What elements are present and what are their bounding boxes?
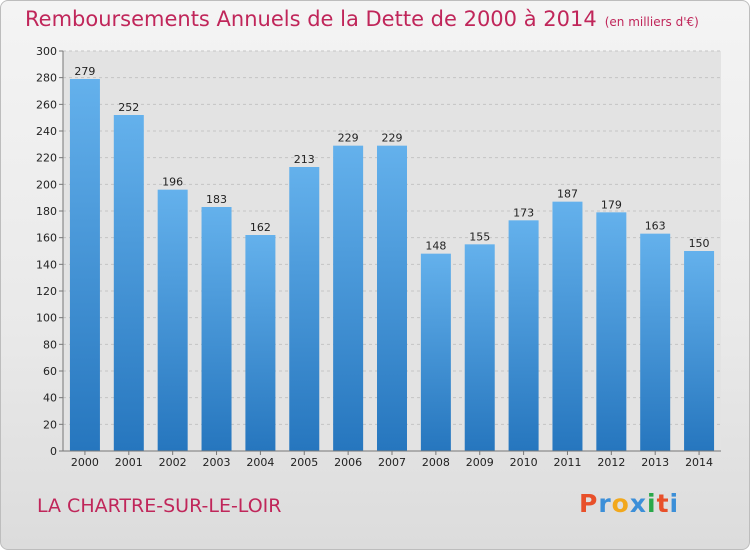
bar-value-label: 155 <box>469 230 490 243</box>
y-tick-label: 80 <box>43 338 57 351</box>
y-tick-label: 0 <box>50 445 57 458</box>
x-tick-label: 2005 <box>290 456 318 469</box>
bar-value-label: 252 <box>118 101 139 114</box>
y-axis: 0 20 40 60 80 100 120 140 160 180 200 220 240 260 280 3… <box>36 45 64 458</box>
logo-letter: t <box>656 489 670 518</box>
chart-title: Remboursements Annuels de la Dette de 20… <box>25 7 699 31</box>
y-tick-label: 100 <box>36 312 57 325</box>
bars: 279 252 196 183 162 213 229 229 148 155 173 187 179 1… <box>69 65 715 451</box>
bar-value-label: 229 <box>338 132 359 145</box>
x-tick-label: 2011 <box>553 456 581 469</box>
x-tick-label: 2000 <box>71 456 99 469</box>
x-axis: 2000 2001 2002 2003 2004 2005 2006 2007 2008 2009… <box>63 450 721 469</box>
y-tick-label: 140 <box>36 258 57 271</box>
logo-letter: P <box>579 489 599 518</box>
bar <box>508 220 539 451</box>
commune-name: LA CHARTRE-SUR-LE-LOIR <box>37 495 282 517</box>
bar-value-label: 213 <box>294 153 315 166</box>
bar-value-label: 229 <box>382 132 403 145</box>
x-tick-label: 2008 <box>422 456 450 469</box>
bar <box>69 79 100 451</box>
y-tick-label: 300 <box>36 45 57 58</box>
y-tick-label: 40 <box>43 392 57 405</box>
bar <box>377 145 407 451</box>
bar-value-label: 150 <box>689 237 710 250</box>
logo-letter: i <box>647 489 657 518</box>
chart-title-text: Remboursements Annuels de la Dette de 20… <box>25 7 597 31</box>
chart-subtitle: (en milliers d'€) <box>604 15 699 29</box>
bar <box>640 233 671 451</box>
x-tick-label: 2001 <box>115 456 143 469</box>
logo-letter: x <box>629 489 647 518</box>
x-tick-label: 2006 <box>334 456 362 469</box>
y-tick-label: 60 <box>43 365 57 378</box>
y-tick-label: 20 <box>43 418 57 431</box>
x-tick-label: 2007 <box>378 456 406 469</box>
bar <box>684 251 715 451</box>
proxiti-logo: Proxiti <box>579 489 679 518</box>
bar <box>596 212 627 451</box>
bar-value-label: 163 <box>645 220 666 233</box>
x-tick-label: 2004 <box>246 456 274 469</box>
y-tick-label: 240 <box>36 125 57 138</box>
bar-value-label: 196 <box>162 176 183 189</box>
bar-value-label: 148 <box>425 240 446 253</box>
bar <box>420 253 451 451</box>
bar <box>201 207 232 451</box>
y-tick-label: 280 <box>36 72 57 85</box>
logo-letter: i <box>669 489 680 518</box>
y-tick-label: 180 <box>36 205 57 218</box>
bar <box>464 244 495 451</box>
y-tick-label: 160 <box>36 232 57 245</box>
bar <box>113 115 144 451</box>
x-tick-label: 2002 <box>159 456 187 469</box>
bar <box>157 189 188 451</box>
bar-value-label: 162 <box>250 221 271 234</box>
bar-value-label: 187 <box>557 188 578 201</box>
bar <box>333 145 364 451</box>
bar-value-label: 183 <box>206 193 227 206</box>
bar-value-label: 279 <box>74 65 95 78</box>
logo-letter: r <box>598 489 612 518</box>
logo-letter: o <box>611 489 630 518</box>
bar <box>552 201 583 451</box>
x-tick-label: 2009 <box>466 456 494 469</box>
y-tick-label: 200 <box>36 178 57 191</box>
x-tick-label: 2014 <box>685 456 713 469</box>
x-tick-label: 2010 <box>510 456 538 469</box>
bar <box>245 235 276 451</box>
x-tick-label: 2003 <box>203 456 231 469</box>
x-tick-label: 2012 <box>597 456 625 469</box>
y-tick-label: 260 <box>36 98 57 111</box>
x-tick-label: 2013 <box>641 456 669 469</box>
bar-value-label: 173 <box>513 206 534 219</box>
bar-value-label: 179 <box>601 198 622 211</box>
y-tick-label: 220 <box>36 152 57 165</box>
y-tick-label: 120 <box>36 285 57 298</box>
bar <box>289 167 320 451</box>
